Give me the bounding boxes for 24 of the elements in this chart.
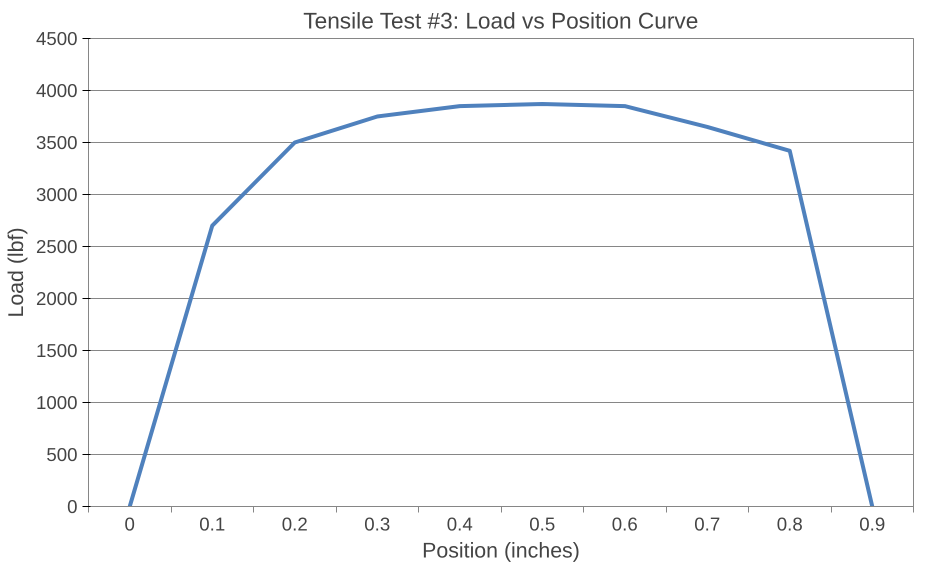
y-tick-label: 4000	[36, 80, 78, 101]
x-tick-label: 0.2	[282, 514, 308, 534]
x-tick-label: 0.9	[859, 514, 886, 534]
y-tick-label: 2000	[36, 288, 78, 309]
x-tick-label: 0.1	[199, 514, 226, 534]
y-tick-label: 3500	[36, 132, 78, 153]
x-tick-label: 0.3	[364, 514, 390, 534]
y-tick-label: 0	[67, 496, 78, 517]
y-tick-label: 2500	[36, 236, 78, 257]
x-tick-label: 0.7	[694, 514, 720, 534]
x-axis-title: Position (inches)	[422, 538, 580, 562]
x-tick-label: 0.8	[776, 514, 803, 534]
line-series	[128, 102, 874, 506]
x-tick-label: 0.5	[529, 514, 556, 534]
x-tick-label: 0.6	[612, 514, 638, 534]
y-tick-label: 500	[46, 444, 78, 465]
x-tick-label: 0.4	[446, 514, 473, 534]
y-axis-title: Load (lbf)	[4, 227, 28, 318]
x-tick-label: 0	[124, 514, 135, 534]
y-tick-label: 3000	[36, 184, 78, 205]
y-tick-label: 1500	[36, 340, 78, 361]
y-tick-label: 1000	[36, 392, 78, 413]
chart-title: Tensile Test #3: Load vs Position Curve	[303, 8, 698, 34]
y-tick-label: 4500	[36, 28, 78, 49]
